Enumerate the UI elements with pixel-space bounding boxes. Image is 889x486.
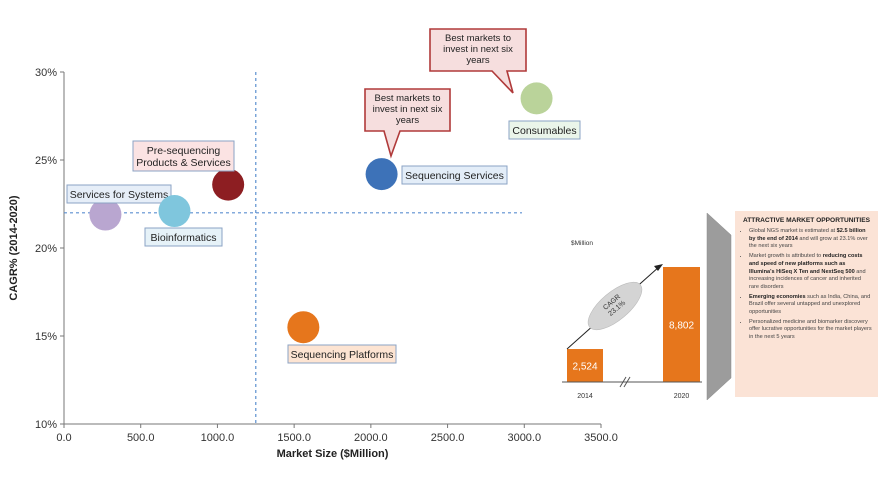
- inset-bar-value: 8,802: [669, 321, 694, 332]
- callout-text-line: invest in next six: [373, 104, 443, 115]
- callout-text-line: years: [396, 115, 419, 126]
- opportunity-text: Emerging economies: [749, 293, 806, 300]
- x-tick-label: 3500.0: [584, 432, 618, 444]
- callout-group: Best markets to invest in next six years: [364, 88, 451, 159]
- opportunity-text: Personalized medicine and biomarker disc…: [749, 318, 872, 341]
- x-tick-label: 3000.0: [507, 432, 541, 444]
- inset-bar-value: 2,524: [572, 362, 597, 373]
- y-tick-label: 25%: [35, 155, 57, 167]
- callout-text-line: invest in next six: [443, 44, 513, 55]
- scatter-point-group: Pre-sequencing Products & Services: [132, 140, 245, 201]
- callout-text-line: years: [466, 55, 489, 66]
- y-tick-label: 15%: [35, 331, 57, 343]
- opportunity-text: and will grow at 23.1% over the next six…: [749, 235, 868, 250]
- opportunities-list: Global NGS market is estimated at $2.5 b…: [741, 228, 872, 342]
- y-tick-label: 30%: [35, 67, 57, 79]
- opportunity-item: Emerging economies such as India, China,…: [749, 294, 872, 317]
- data-point: [212, 168, 245, 201]
- callout-bubble: [364, 88, 451, 159]
- data-label: Sequencing Services: [405, 170, 504, 182]
- data-label: Services for Systems: [70, 189, 169, 201]
- inset-category-label: 2014: [577, 393, 593, 400]
- scatter-plot: 0.0 500.0 1000.0 1500.0 2000.0 2500.0 3000.0 35…: [8, 28, 618, 460]
- inset-category-label: 2020: [674, 393, 690, 400]
- data-point: [89, 198, 122, 231]
- opportunity-item: Global NGS market is estimated at $2.5 b…: [749, 228, 872, 251]
- opportunity-text: Market growth is attributed to: [749, 253, 823, 260]
- data-label-box: [401, 165, 508, 185]
- data-label: Sequencing Platforms: [291, 349, 394, 361]
- data-label-line: Consumables: [512, 125, 576, 137]
- callout-group: Best markets to invest in next six years: [429, 28, 527, 94]
- inset-unit-label: $Million: [571, 240, 593, 247]
- data-label-line: Sequencing Platforms: [291, 349, 394, 361]
- inset-bar: [663, 267, 700, 382]
- data-point: [365, 158, 398, 191]
- y-axis-title: CAGR% (2014-2020): [8, 195, 20, 300]
- data-label-line: Bioinformatics: [151, 232, 217, 244]
- data-label-box: [287, 344, 397, 364]
- x-tick-label: 1500.0: [277, 432, 311, 444]
- opportunity-text: Global NGS market is estimated at: [749, 228, 837, 234]
- data-label-box: [508, 120, 581, 140]
- data-label: Bioinformatics: [151, 232, 217, 244]
- callout-text: Best markets to invest in next six years: [443, 33, 513, 66]
- arrow-chevron: [706, 212, 732, 401]
- y-tick-label: 10%: [35, 419, 57, 431]
- opportunity-item: Market growth is attributed to reducing …: [749, 253, 872, 292]
- x-tick-label: 2000.0: [354, 432, 388, 444]
- scatter-point-group: Consumables: [508, 82, 581, 140]
- callout-bubble: [429, 28, 527, 94]
- scatter-point-group: Sequencing Services: [365, 158, 508, 191]
- axis-break-mark: [623, 376, 631, 388]
- data-label-line: Products & Services: [136, 157, 231, 169]
- scatter-point-group: Sequencing Platforms: [287, 311, 397, 364]
- scatter-point-group: Services for Systems: [66, 184, 172, 231]
- callout-text: Best markets to invest in next six years: [373, 93, 443, 126]
- axis-break-mark: [619, 376, 627, 388]
- callout-text-line: Best markets to: [375, 93, 441, 104]
- data-label-line: Services for Systems: [70, 189, 169, 201]
- data-label-box: [132, 140, 235, 172]
- opportunities-title: ATTRACTIVE MARKET OPPORTUNITIES: [743, 217, 870, 224]
- data-point: [520, 82, 553, 115]
- opportunities-panel: ATTRACTIVE MARKET OPPORTUNITIES Global N…: [735, 211, 878, 397]
- callout-text-line: Best markets to: [445, 33, 511, 44]
- data-label: Pre-sequencing Products & Services: [136, 145, 231, 169]
- growth-arrowhead: [654, 264, 663, 271]
- data-point: [158, 195, 191, 228]
- x-tick-label: 500.0: [127, 432, 155, 444]
- opportunity-text: $2.5 billion by the end of 2014: [749, 228, 866, 242]
- y-tick-label: 20%: [35, 243, 57, 255]
- scatter-point-group: Bioinformatics: [144, 195, 223, 247]
- data-label: Consumables: [512, 125, 576, 137]
- opportunity-item: Personalized medicine and biomarker disc…: [749, 319, 872, 342]
- opportunity-text: reducing costs and speed of new platform…: [749, 253, 863, 275]
- inset-bar: [567, 349, 603, 382]
- data-label-box: [144, 227, 223, 247]
- cagr-badge: [587, 281, 643, 331]
- data-label-line: Pre-sequencing: [147, 145, 221, 157]
- opportunity-text: and increasing incidences of cancer and …: [749, 268, 866, 290]
- data-point: [287, 311, 320, 344]
- x-tick-label: 0.0: [56, 432, 71, 444]
- x-tick-label: 2500.0: [431, 432, 465, 444]
- x-tick-label: 1000.0: [201, 432, 235, 444]
- data-label-box: [66, 184, 172, 204]
- data-label-line: Sequencing Services: [405, 170, 504, 182]
- opportunity-text: such as India, China, and Brazil offer s…: [749, 293, 871, 316]
- x-axis-title: Market Size ($Million): [277, 448, 389, 460]
